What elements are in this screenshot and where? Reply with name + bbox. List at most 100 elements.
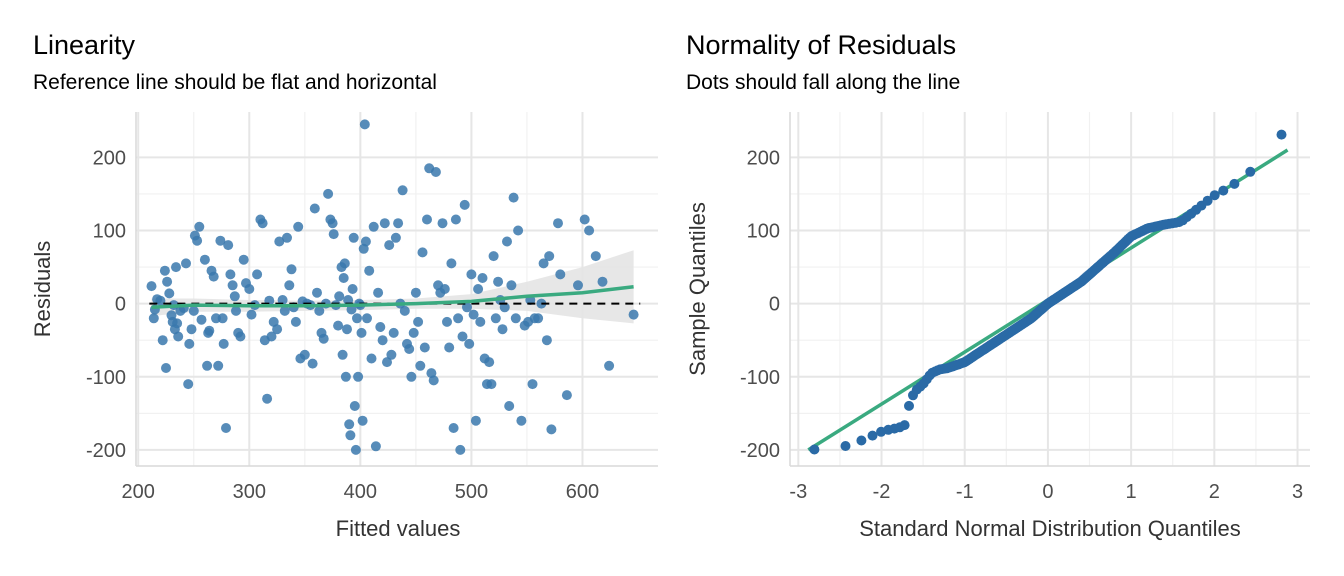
linearity-point xyxy=(428,375,439,386)
linearity-point xyxy=(349,401,360,411)
linearity-point xyxy=(348,232,359,243)
normality-point xyxy=(904,400,914,411)
linearity-point xyxy=(279,305,290,316)
linearity-point xyxy=(457,331,468,342)
linearity-y-axis-label: Residuals xyxy=(30,241,55,338)
linearity-point xyxy=(155,295,166,306)
normality-point xyxy=(899,420,910,431)
linearity-point xyxy=(202,360,213,371)
linearity-point xyxy=(473,284,484,294)
linearity-point xyxy=(290,316,301,327)
linearity-point xyxy=(446,258,457,269)
linearity-x-tick-label: 500 xyxy=(455,481,488,503)
linearity-point xyxy=(390,232,401,243)
linearity-point xyxy=(368,221,379,232)
linearity-point xyxy=(266,331,277,342)
linearity-point xyxy=(343,295,354,305)
linearity-point xyxy=(360,236,371,247)
linearity-point xyxy=(477,273,488,283)
linearity-point xyxy=(502,236,512,247)
linearity-point xyxy=(453,313,464,324)
linearity-point xyxy=(544,251,555,262)
linearity-point xyxy=(252,269,263,280)
linearity-point xyxy=(352,313,362,324)
linearity-point xyxy=(415,360,426,371)
linearity-point xyxy=(504,401,515,411)
linearity-point xyxy=(386,349,397,360)
linearity-point xyxy=(333,320,344,331)
linearity-point xyxy=(318,333,329,344)
linearity-point xyxy=(413,316,424,327)
linearity-point xyxy=(338,273,349,283)
linearity-point xyxy=(493,276,504,287)
linearity-point xyxy=(223,240,234,251)
linearity-point xyxy=(307,358,318,369)
normality-x-tick-label: 0 xyxy=(1042,481,1053,503)
linearity-point xyxy=(490,313,501,324)
linearity-point xyxy=(312,287,322,298)
linearity-point xyxy=(229,291,240,302)
linearity-point xyxy=(244,284,255,294)
linearity-point xyxy=(430,167,441,177)
normality-point xyxy=(856,435,867,446)
linearity-point xyxy=(257,218,268,229)
linearity-point xyxy=(573,280,583,291)
linearity-plot: 200 300 400 500 600 -200 -100 0 100 200 xyxy=(86,112,658,503)
linearity-x-tick-label: 200 xyxy=(122,481,155,503)
linearity-x-tick-label: 600 xyxy=(566,481,599,503)
normality-point xyxy=(1229,178,1240,189)
linearity-point xyxy=(235,331,246,342)
normality-y-tick-label: 0 xyxy=(769,294,780,316)
linearity-point xyxy=(344,419,355,430)
linearity-point xyxy=(362,313,372,324)
normality-point xyxy=(1202,195,1213,206)
linearity-point xyxy=(204,325,215,336)
linearity-point xyxy=(527,379,538,390)
linearity-point xyxy=(217,313,228,324)
linearity-point xyxy=(590,251,601,262)
linearity-point xyxy=(173,331,184,342)
normality-plot: -3 -2 -1 0 1 2 3 -200 -100 0 100 200 xyxy=(740,112,1310,503)
linearity-point xyxy=(277,295,288,305)
linearity-point xyxy=(183,379,194,390)
linearity-point xyxy=(181,258,191,269)
linearity-point xyxy=(555,269,566,280)
linearity-point xyxy=(468,309,479,320)
linearity-point xyxy=(466,269,477,280)
linearity-point xyxy=(475,316,486,327)
linearity-point xyxy=(538,258,549,269)
linearity-title: Linearity xyxy=(33,30,136,60)
linearity-point xyxy=(347,284,358,294)
linearity-point xyxy=(299,349,310,360)
linearity-point xyxy=(373,287,384,298)
normality-point xyxy=(1218,185,1229,196)
linearity-point xyxy=(194,221,205,232)
linearity-point xyxy=(448,423,459,433)
normality-x-tick-label: -2 xyxy=(873,481,891,503)
linearity-x-axis-label: Fitted values xyxy=(336,516,461,541)
normality-point xyxy=(1209,190,1220,201)
linearity-point xyxy=(284,280,295,291)
linearity-y-tick-label: 100 xyxy=(93,220,126,242)
linearity-point xyxy=(221,423,231,433)
linearity-point xyxy=(442,316,452,327)
linearity-point xyxy=(439,284,450,294)
linearity-point xyxy=(359,119,370,130)
linearity-point xyxy=(286,264,297,275)
linearity-point xyxy=(339,258,350,269)
linearity-point xyxy=(597,276,608,287)
linearity-y-tick-label: 0 xyxy=(115,294,126,316)
normality-y-tick-label: -200 xyxy=(740,440,780,462)
linearity-point xyxy=(410,287,421,298)
linearity-point xyxy=(188,305,199,316)
linearity-point xyxy=(455,444,466,455)
linearity-smooth-line xyxy=(151,285,634,310)
linearity-y-tick-label: 200 xyxy=(93,147,126,169)
linearity-point xyxy=(561,390,572,401)
linearity-point xyxy=(227,280,238,291)
linearity-point xyxy=(337,349,348,360)
linearity-point xyxy=(417,247,428,258)
normality-point xyxy=(867,430,878,441)
